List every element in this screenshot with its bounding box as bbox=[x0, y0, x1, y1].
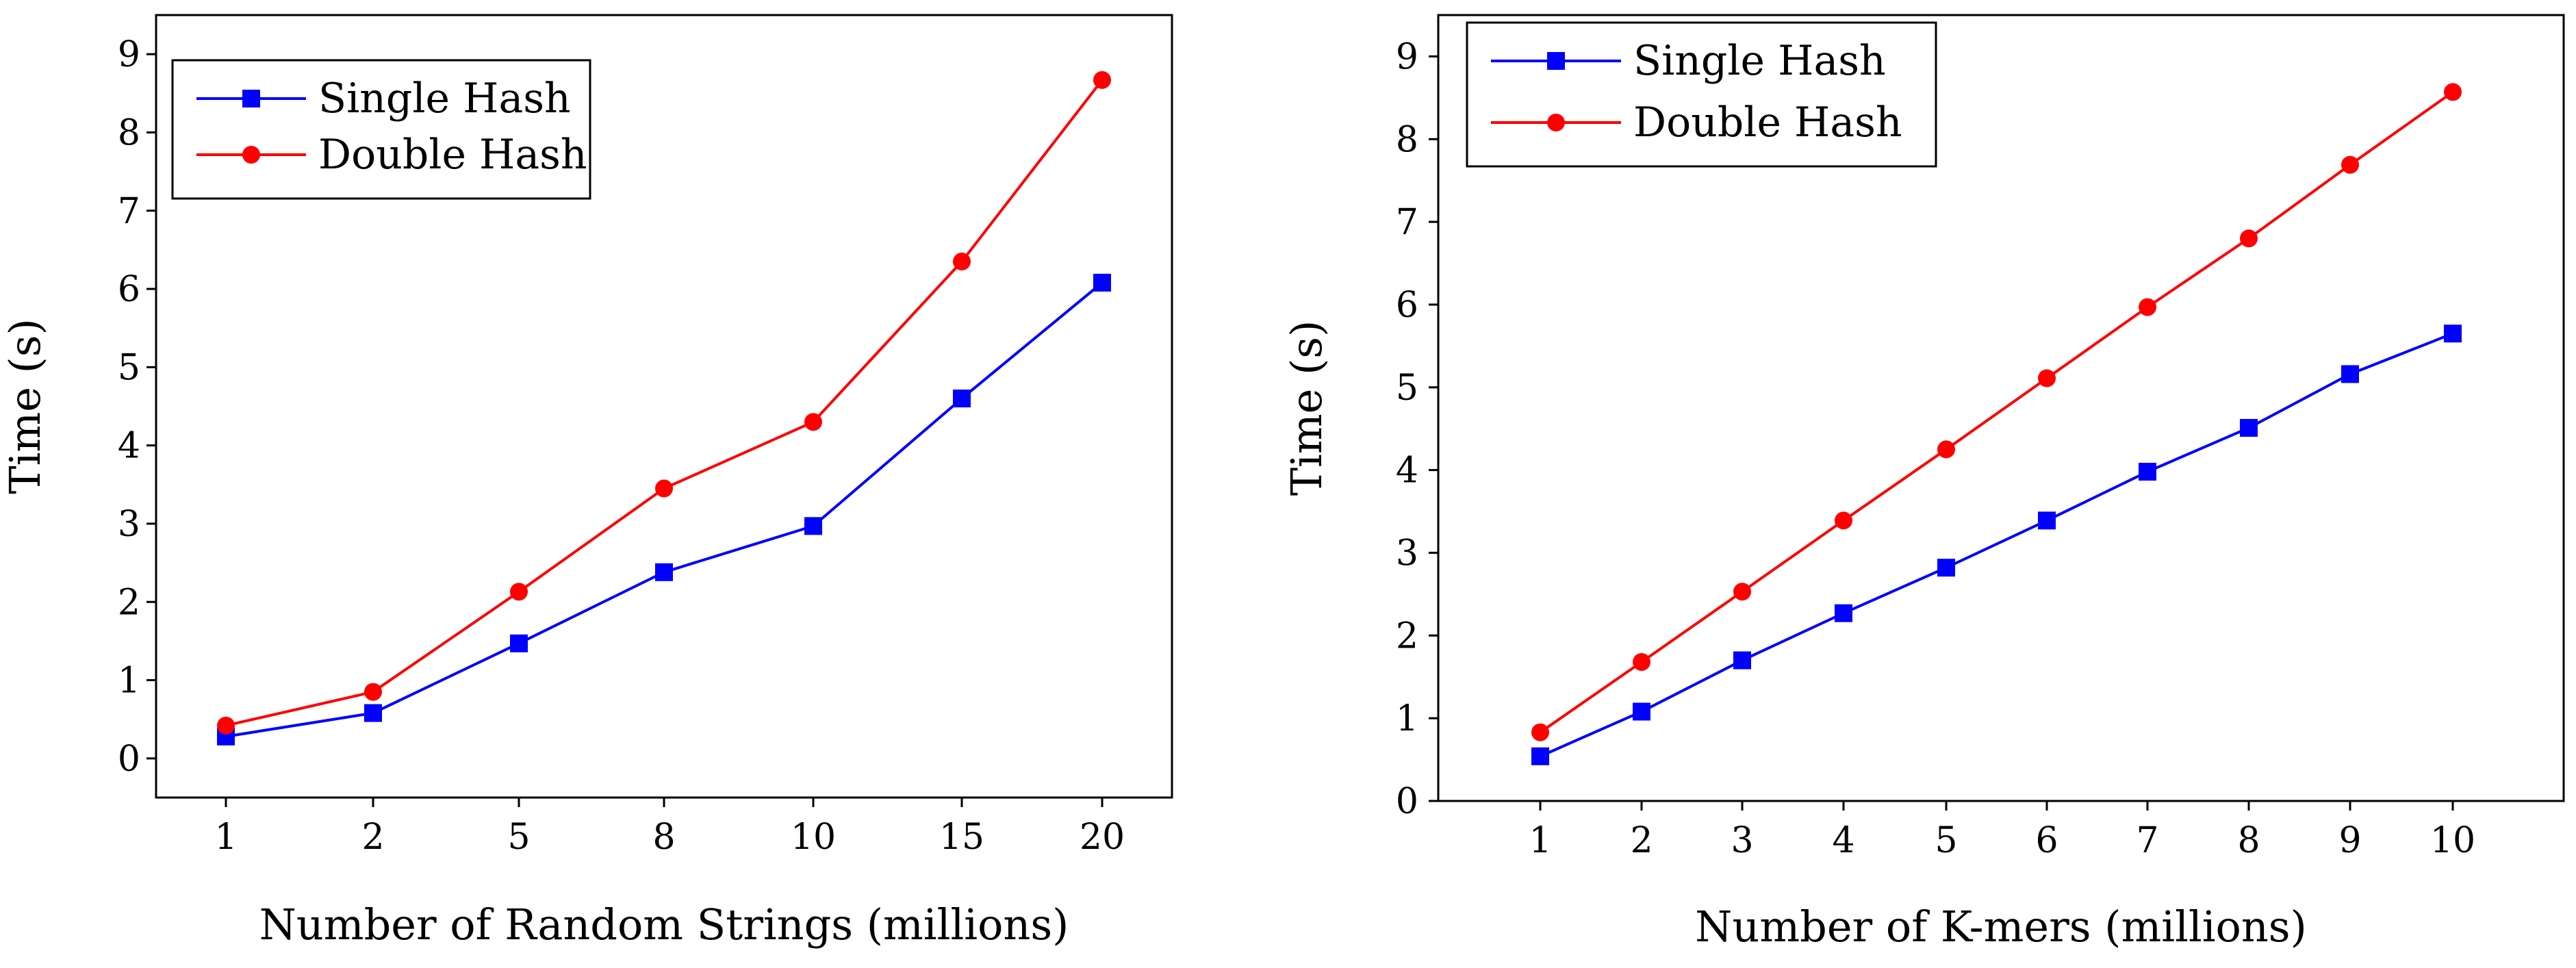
x-axis-title: Number of K-mers (millions) bbox=[1695, 902, 2307, 952]
y-tick-label: 7 bbox=[1396, 202, 1418, 243]
data-point-circle bbox=[510, 583, 528, 601]
y-tick-label: 5 bbox=[1396, 368, 1418, 409]
x-tick-label: 20 bbox=[1080, 817, 1125, 858]
data-point-circle bbox=[2444, 83, 2462, 101]
data-point-square bbox=[2341, 365, 2359, 383]
data-point-circle bbox=[655, 479, 673, 498]
y-tick-label: 9 bbox=[1396, 36, 1418, 77]
legend-label: Single Hash bbox=[318, 75, 571, 123]
series-line bbox=[1540, 332, 2453, 758]
data-point-square bbox=[2139, 463, 2156, 481]
legend-marker-square bbox=[1547, 52, 1565, 70]
data-point-circle bbox=[1633, 652, 1650, 671]
x-tick-label: 1 bbox=[214, 817, 237, 858]
y-tick-label: 1 bbox=[1396, 698, 1418, 739]
x-tick-label: 8 bbox=[652, 817, 675, 858]
x-tick-label: 2 bbox=[1630, 820, 1653, 861]
x-axis-title: Number of Random Strings (millions) bbox=[259, 900, 1069, 950]
y-tick-label: 7 bbox=[118, 191, 140, 232]
legend-marker-circle bbox=[242, 146, 260, 164]
x-tick-label: 1 bbox=[1529, 820, 1551, 861]
y-tick-label: 9 bbox=[118, 34, 140, 75]
x-tick-label: 4 bbox=[1832, 820, 1854, 861]
data-point-circle bbox=[2240, 229, 2258, 248]
data-point-circle bbox=[1531, 723, 1549, 741]
data-point-circle bbox=[364, 683, 382, 701]
data-point-circle bbox=[1835, 511, 1852, 530]
legend-box bbox=[171, 59, 591, 200]
legend-marker-circle bbox=[1547, 114, 1565, 131]
y-axis-title: Time (s) bbox=[0, 318, 50, 494]
plot-frame bbox=[1437, 14, 2565, 802]
y-tick-label: 6 bbox=[1396, 285, 1418, 326]
x-tick-label: 7 bbox=[2136, 820, 2158, 861]
data-point-circle bbox=[1937, 440, 1955, 459]
data-point-circle bbox=[217, 716, 235, 735]
data-point-square bbox=[2038, 511, 2056, 530]
series-line bbox=[225, 281, 1104, 738]
data-point-square bbox=[655, 563, 673, 581]
chart-k-mers: 0 1 2 3 4 5 6 7 8 9 1 2 3 4 5 6 7 8 9 10 Number of K-mers (m… bbox=[1281, 14, 2565, 952]
data-point-square bbox=[510, 634, 528, 652]
x-tick-label: 8 bbox=[2237, 820, 2260, 861]
data-point-square bbox=[953, 390, 971, 408]
y-tick-label: 2 bbox=[1396, 615, 1418, 657]
data-point-square bbox=[1531, 747, 1549, 765]
y-tick-label: 0 bbox=[1396, 781, 1418, 822]
y-axis-title: Time (s) bbox=[1281, 320, 1331, 496]
chart-random-strings: 0 1 2 3 4 5 6 7 8 9 1 2 5 8 10 15 20 Number of Random Str… bbox=[0, 14, 1173, 950]
data-point-circle bbox=[1093, 71, 1111, 89]
y-tick-label: 1 bbox=[118, 661, 140, 702]
data-point-circle bbox=[804, 413, 822, 431]
series-line bbox=[1539, 90, 2454, 734]
data-point-square bbox=[2444, 324, 2462, 343]
x-tick-label: 9 bbox=[2338, 820, 2361, 861]
data-point-circle bbox=[2139, 298, 2156, 316]
y-tick-label: 3 bbox=[118, 504, 140, 545]
legend-box bbox=[1466, 21, 1937, 168]
data-point-square bbox=[364, 704, 382, 722]
y-tick-label: 2 bbox=[118, 582, 140, 623]
data-point-circle bbox=[1733, 583, 1751, 601]
data-point-square bbox=[2240, 419, 2258, 437]
data-point-square bbox=[1633, 702, 1650, 721]
data-point-square bbox=[1937, 559, 1955, 577]
x-tick-label: 5 bbox=[1935, 820, 1957, 861]
y-tick-label: 4 bbox=[1396, 450, 1418, 492]
y-tick-label: 4 bbox=[118, 426, 140, 467]
x-tick-label: 10 bbox=[2430, 820, 2475, 861]
y-tick-label: 5 bbox=[118, 347, 140, 388]
x-tick-label: 2 bbox=[361, 817, 384, 858]
legend-label: Single Hash bbox=[1633, 37, 1886, 85]
y-tick-label: 8 bbox=[1396, 119, 1418, 160]
x-tick-label: 3 bbox=[1731, 820, 1753, 861]
x-tick-label: 5 bbox=[507, 817, 530, 858]
data-point-square bbox=[1093, 273, 1111, 292]
y-tick-label: 0 bbox=[118, 739, 140, 780]
data-point-circle bbox=[2341, 155, 2359, 174]
legend-label: Double Hash bbox=[1633, 99, 1902, 147]
legend-label: Double Hash bbox=[318, 131, 587, 179]
y-tick-label: 8 bbox=[118, 112, 140, 153]
data-point-circle bbox=[2038, 369, 2056, 387]
data-point-square bbox=[1835, 604, 1852, 622]
legend: Single Hash Double Hash bbox=[171, 59, 591, 200]
x-tick-label: 15 bbox=[939, 817, 984, 858]
y-tick-label: 6 bbox=[118, 269, 140, 310]
data-point-circle bbox=[953, 253, 971, 271]
y-tick-label: 3 bbox=[1396, 533, 1418, 574]
x-tick-label: 10 bbox=[791, 817, 836, 858]
legend: Single Hash Double Hash bbox=[1466, 21, 1937, 168]
data-point-square bbox=[804, 517, 822, 535]
legend-marker-square bbox=[242, 90, 260, 107]
data-point-square bbox=[1733, 651, 1751, 670]
x-tick-label: 6 bbox=[2035, 820, 2058, 861]
